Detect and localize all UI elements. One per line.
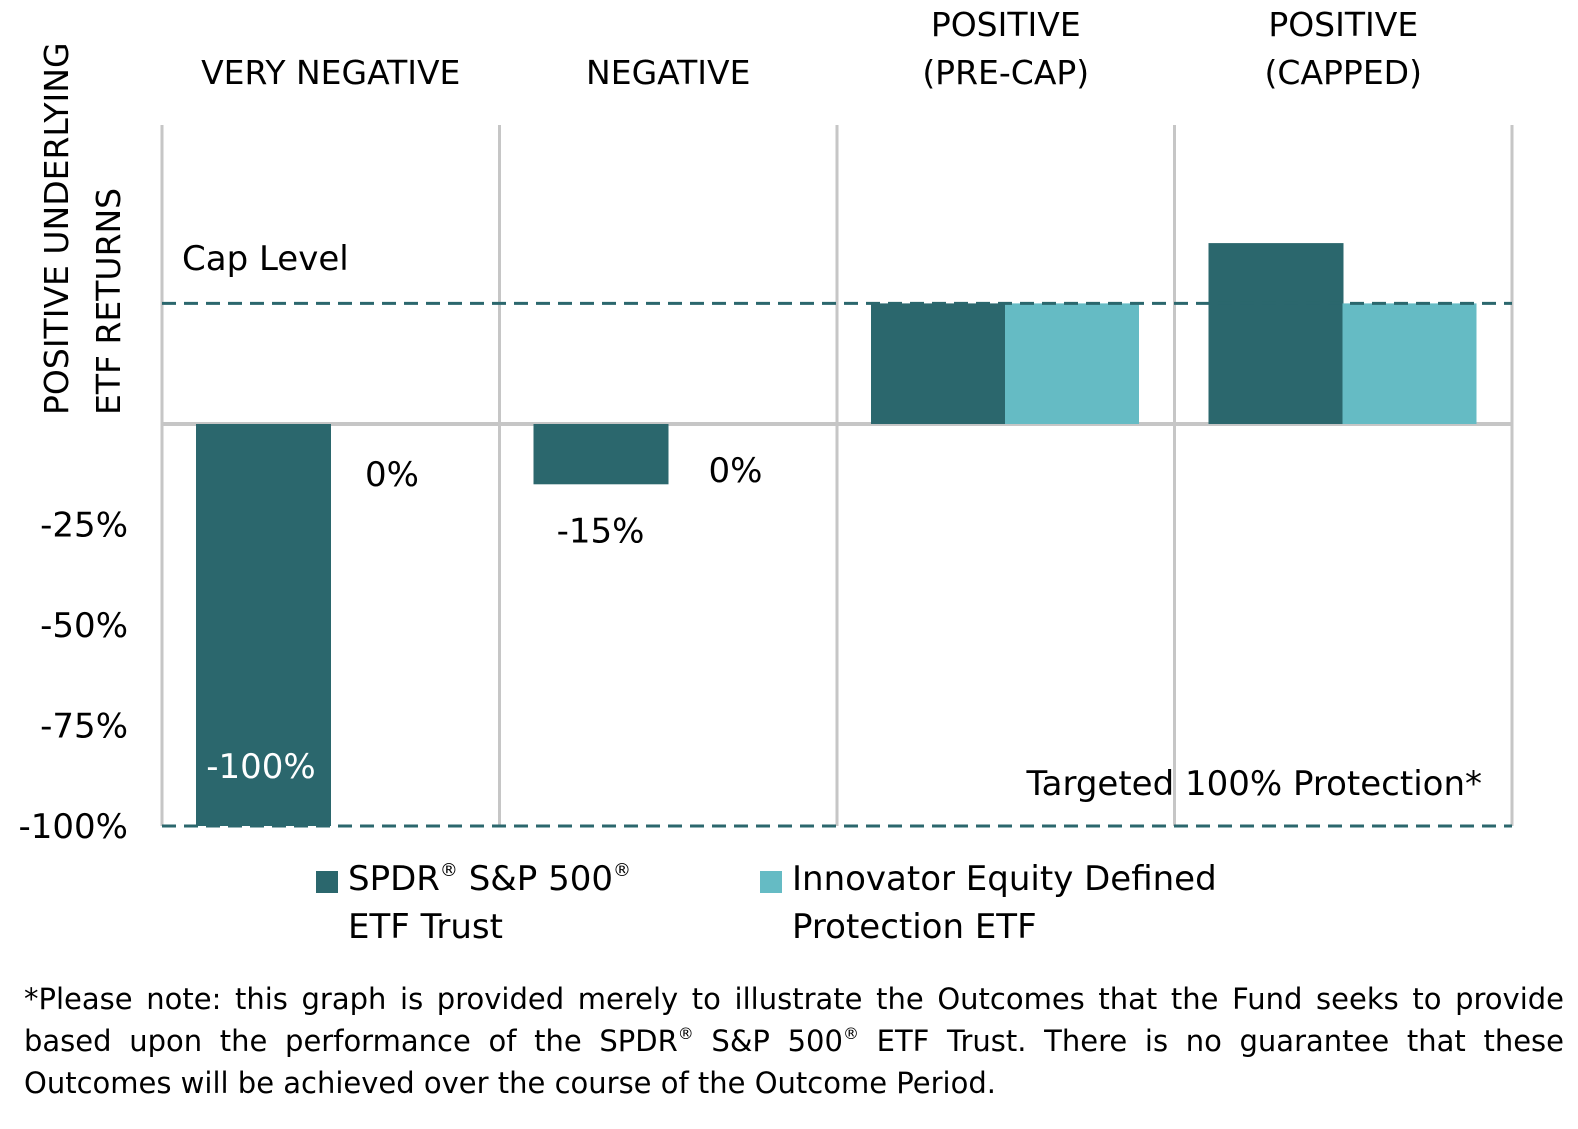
- protection-annotation: Targeted 100% Protection*: [1025, 764, 1482, 804]
- y-tick-label: -75%: [40, 707, 128, 747]
- data-label-spdr-1: -15%: [557, 511, 645, 551]
- legend-label-spdr: SPDR® S&P 500® ETF Trust: [348, 859, 631, 947]
- data-label-innovator-0: 0%: [365, 455, 419, 495]
- bar-innovator-2: [1005, 303, 1139, 424]
- label-layer: VERY NEGATIVE NEGATIVE POSITIVE (PRE-CAP) PO…: [19, 5, 1482, 847]
- data-label-spdr-0: -100%: [206, 747, 315, 787]
- y-axis-title: ETF RETURNS: [89, 188, 128, 415]
- y-axis-title: POSITIVE UNDERLYING: [37, 42, 76, 415]
- chart-area: VERY NEGATIVE NEGATIVE POSITIVE (PRE-CAP) PO…: [19, 5, 1514, 847]
- legend-swatch-spdr: [316, 871, 338, 893]
- category-label: NEGATIVE: [586, 53, 750, 92]
- legend-label-innovator: Innovator Equity Defined Protection ETF: [792, 859, 1217, 947]
- legend-swatch-innovator: [760, 871, 782, 893]
- legend: SPDR® S&P 500® ETF Trust Innovator Equit…: [0, 855, 1578, 955]
- data-label-innovator-1: 0%: [709, 451, 763, 491]
- y-tick-label: -25%: [40, 506, 128, 546]
- y-tick-label: -50%: [40, 606, 128, 646]
- bar-innovator-3: [1342, 303, 1477, 424]
- bar-layer: [196, 243, 1477, 826]
- bar-spdr-2: [871, 303, 1006, 424]
- bar-spdr-0: [196, 424, 331, 826]
- footnote: *Please note: this graph is provided mer…: [24, 982, 1564, 1100]
- bar-spdr-3: [1208, 243, 1344, 424]
- category-label: POSITIVE: [1268, 5, 1418, 44]
- category-label: POSITIVE: [931, 5, 1081, 44]
- category-label: (CAPPED): [1265, 53, 1422, 92]
- y-tick-label: -100%: [19, 807, 128, 847]
- category-label: (PRE-CAP): [922, 53, 1089, 92]
- cap-level-annotation: Cap Level: [182, 239, 349, 279]
- bar-spdr-1: [533, 424, 669, 485]
- reference-lines: [162, 301, 1512, 828]
- legend-item-innovator: Innovator Equity Defined Protection ETF: [760, 855, 1217, 951]
- legend-item-spdr: SPDR® S&P 500® ETF Trust: [316, 855, 631, 951]
- category-label: VERY NEGATIVE: [201, 53, 460, 92]
